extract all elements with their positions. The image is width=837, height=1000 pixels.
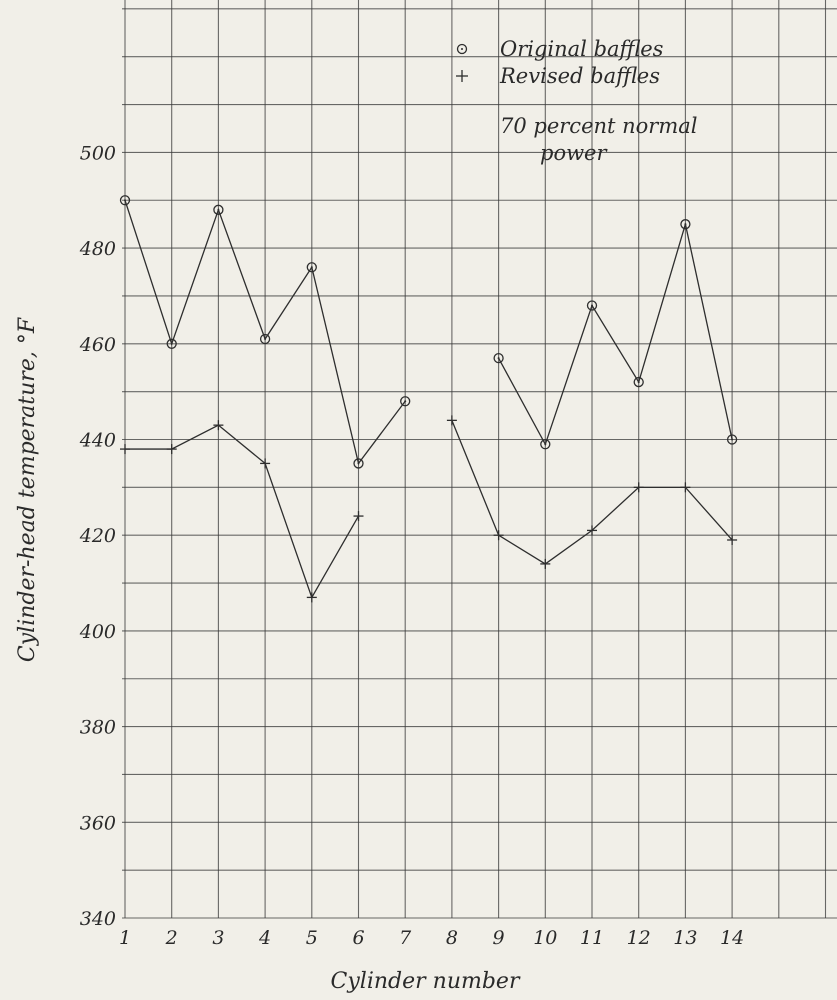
data-point-center <box>357 462 360 465</box>
data-point-center <box>310 266 313 269</box>
data-point <box>493 530 504 541</box>
data-point <box>213 204 224 215</box>
data-point <box>633 482 644 493</box>
y-tick-label: 420 <box>79 525 116 547</box>
y-tick-label: 480 <box>79 238 116 260</box>
grid <box>122 0 837 919</box>
data-point <box>259 333 271 345</box>
x-tick-label: 9 <box>493 927 505 949</box>
data-point-center <box>684 223 687 226</box>
x-tick-label: 12 <box>627 927 651 949</box>
x-axis-title: Cylinder number <box>331 969 521 994</box>
data-point <box>493 353 504 364</box>
data-point <box>306 262 317 273</box>
x-tick-label: 13 <box>673 927 697 949</box>
y-axis-title: Cylinder-head temperature, °F <box>15 317 40 662</box>
x-tick-label: 8 <box>446 927 458 949</box>
chart-annotation: 70 percent normal power <box>500 114 698 165</box>
data-point <box>166 338 177 349</box>
data-point <box>680 219 691 230</box>
data-point-center <box>404 400 407 403</box>
series-line <box>125 424 360 599</box>
data-point <box>400 396 411 407</box>
series-group <box>119 195 738 603</box>
data-point <box>119 195 131 206</box>
data-point <box>586 300 598 311</box>
data-point-center <box>217 208 220 211</box>
data-point-center <box>637 381 640 384</box>
data-point <box>353 458 364 469</box>
x-tick-label: 5 <box>306 927 318 949</box>
data-point-center <box>124 199 126 202</box>
y-axis-ticks: 340 360 380 400 420 440 460 480 500 <box>79 142 116 930</box>
data-point <box>353 511 364 522</box>
data-point <box>120 444 130 455</box>
series-line <box>498 223 733 446</box>
data-point <box>587 525 597 536</box>
x-axis-ticks: 1 2 3 4 5 6 7 8 9 10 11 12 13 14 <box>119 927 744 949</box>
y-tick-label: 400 <box>79 621 116 643</box>
data-point <box>306 592 317 603</box>
data-point <box>726 434 738 445</box>
x-tick-label: 2 <box>165 927 178 949</box>
y-tick-label: 380 <box>80 717 116 739</box>
annotation-line-2: power <box>540 141 608 165</box>
data-point <box>213 420 224 431</box>
data-point <box>540 439 551 450</box>
x-tick-label: 11 <box>580 927 604 949</box>
data-point-center <box>497 357 500 360</box>
annotation-line-1: 70 percent normal <box>500 114 698 138</box>
legend-label-revised: Revised baffles <box>499 64 660 88</box>
data-point-center <box>591 304 593 307</box>
data-point-center <box>264 338 267 341</box>
y-tick-label: 460 <box>79 334 116 356</box>
x-tick-label: 3 <box>212 927 224 949</box>
y-tick-label: 500 <box>80 142 116 164</box>
x-tick-label: 4 <box>258 927 271 949</box>
legend-marker-original <box>456 43 468 55</box>
x-tick-label: 10 <box>533 927 557 949</box>
data-point-center <box>731 438 734 441</box>
x-tick-label: 7 <box>399 927 412 949</box>
y-tick-label: 360 <box>80 812 116 834</box>
y-tick-label: 440 <box>79 430 116 452</box>
data-point-center <box>544 443 547 446</box>
y-tick-label: 340 <box>80 908 116 930</box>
series-original-baffles <box>119 195 738 469</box>
x-tick-label: 6 <box>352 927 364 949</box>
data-point <box>633 376 644 388</box>
data-point <box>680 482 691 493</box>
data-point <box>446 415 457 426</box>
data-point <box>540 558 551 569</box>
data-point <box>166 444 177 455</box>
data-point <box>727 534 738 545</box>
data-point-center <box>170 342 173 345</box>
legend: Original baffles Revised baffles <box>456 37 664 88</box>
data-point <box>260 458 271 469</box>
x-tick-label: 14 <box>720 927 744 949</box>
legend-label-original: Original baffles <box>500 37 664 61</box>
series-revised-baffles <box>120 415 738 603</box>
legend-marker-original-dot <box>461 48 463 50</box>
x-tick-label: 1 <box>119 927 131 949</box>
